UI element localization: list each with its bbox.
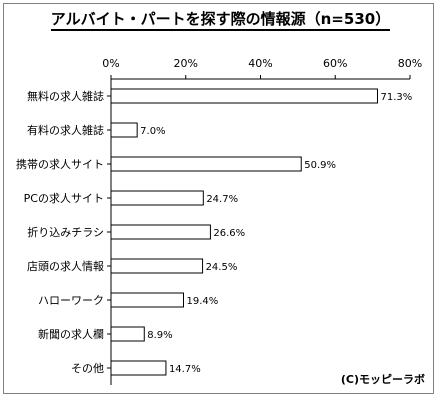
category-label: 折り込みチラシ [27,225,104,239]
copyright-text: (C)モッピーラボ [340,373,425,386]
chart-title: アルバイト・パートを探す際の情報源（n=530） [0,8,441,31]
bar [110,190,204,206]
bar [110,224,211,240]
category-label: ハローワーク [38,294,104,307]
bar [110,292,185,308]
data-label: 19.4% [187,296,219,307]
data-label: 8.9% [147,330,172,341]
data-label: 7.0% [140,126,165,137]
bar [110,360,167,376]
bar [110,122,138,138]
x-tick-label: 80% [398,57,422,70]
category-label: その他 [71,362,104,375]
x-tick-label: 20% [174,57,198,70]
bar [110,156,302,172]
data-label: 24.5% [206,262,238,273]
data-label: 71.3% [380,92,412,103]
category-label: 新聞の求人欄 [38,327,104,341]
data-label: 26.6% [213,228,245,239]
data-label: 14.7% [169,364,201,375]
chart-frame [3,3,434,394]
bar [110,88,378,104]
category-label: 店頭の求人情報 [27,259,104,273]
x-tick-label: 60% [323,57,347,70]
bar [110,258,204,274]
x-tick-label: 40% [248,57,272,70]
data-label: 24.7% [206,194,238,205]
bar [110,326,145,342]
category-label: 携帯の求人サイト [16,157,104,171]
data-label: 50.9% [304,160,336,171]
category-label: PCの求人サイト [24,192,104,205]
x-tick-label: 0% [102,57,119,70]
category-label: 無料の求人雑誌 [27,89,104,103]
category-label: 有料の求人雑誌 [27,123,104,137]
